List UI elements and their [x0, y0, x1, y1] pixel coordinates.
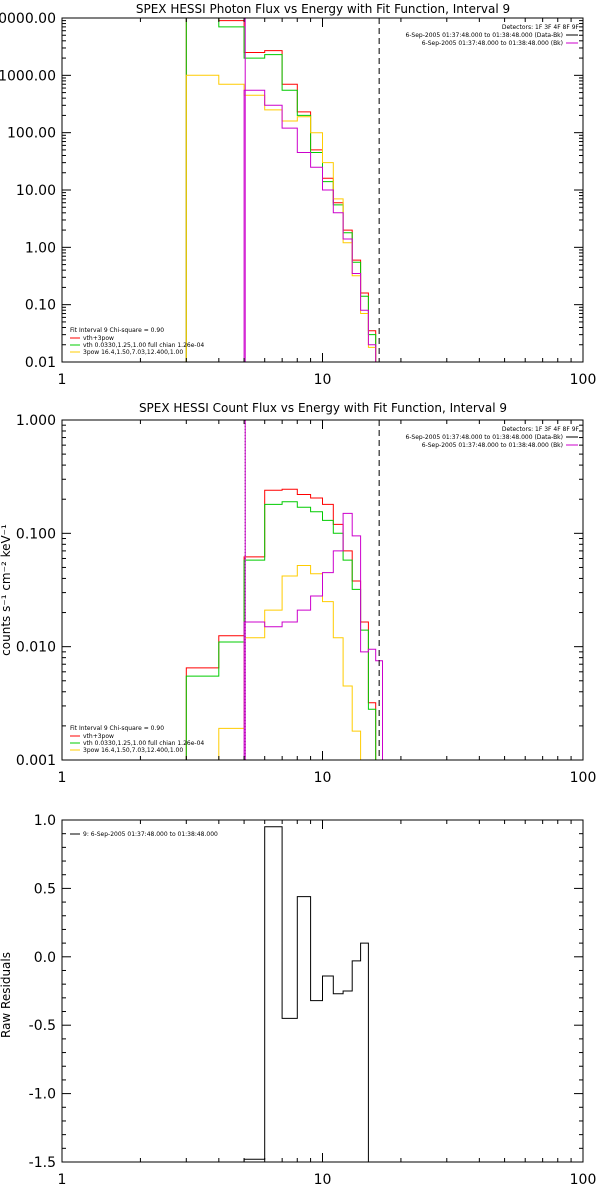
data-series-line — [185, 488, 377, 760]
y-tick-label: 0.100 — [16, 526, 56, 542]
residuals-panel: Raw Residuals 1 10 100 -1.5 -1.0 -0.5 0.0 0.5 1.… — [0, 813, 596, 1188]
info-text: Detectors: 1F 3F 4F 8F 9F — [502, 426, 580, 433]
x-tick-label: 10 — [314, 1172, 332, 1188]
photon-flux-panel: SPEX HESSI Photon Flux vs Energy with Fi… — [0, 2, 596, 388]
legend-title: Fit Interval 9 Chi-square = 0.90 — [70, 327, 164, 334]
plot-area — [185, 488, 389, 760]
y-tick-label: 0.10 — [25, 298, 56, 314]
y-tick-label: 1.0 — [34, 813, 56, 829]
y-tick-label: 0.010 — [16, 640, 56, 656]
plot-area — [243, 826, 369, 1162]
count-flux-panel: SPEX HESSI Count Flux vs Energy with Fit… — [0, 401, 596, 786]
x-tick-label: 1 — [58, 770, 67, 786]
panel-title: SPEX HESSI Photon Flux vs Energy with Fi… — [136, 2, 510, 16]
data-series-line — [185, 501, 377, 760]
y-tick-label: 1.000 — [16, 413, 56, 429]
info-text: 6-Sep-2005 01:37:48.000 to 01:38:48.000 … — [405, 434, 563, 441]
x-tick-label: 100 — [570, 372, 597, 388]
info-text: 6-Sep-2005 01:37:48.000 to 01:38:48.000 … — [422, 40, 563, 47]
data-series-line — [185, 74, 377, 362]
panel-title: SPEX HESSI Count Flux vs Energy with Fit… — [139, 401, 507, 415]
y-tick-label: 10.00 — [16, 183, 56, 199]
legend-entry: vth+3pow — [83, 733, 114, 740]
data-series-line — [243, 826, 369, 1162]
info-text: 6-Sep-2005 01:37:48.000 to 01:38:48.000 … — [405, 32, 563, 39]
y-tick-label: 0.001 — [16, 753, 56, 769]
data-series-line — [186, 565, 376, 760]
legend-entry: 3pow 16.4,1.50,7.03,12.400,1.00 — [83, 349, 183, 356]
y-tick-label: 0.0 — [34, 950, 56, 966]
legend-entry: 3pow 16.4,1.50,7.03,12.400,1.00 — [83, 747, 183, 754]
x-tick-label: 10 — [314, 372, 332, 388]
x-tick-label: 1 — [58, 372, 67, 388]
data-series-line — [243, 512, 389, 760]
y-axis-label: Raw Residuals — [0, 952, 13, 1038]
y-tick-label: 0000.00 — [0, 11, 56, 27]
legend-entry: vth 0.0330,1.25,1.00 full chian 1.26e-04 — [83, 740, 204, 747]
info-text: 6-Sep-2005 01:37:48.000 to 01:38:48.000 … — [422, 442, 563, 449]
legend-title: Fit Interval 9 Chi-square = 0.90 — [70, 725, 164, 732]
x-tick-label: 10 — [314, 770, 332, 786]
x-tick-label: 100 — [570, 770, 597, 786]
y-tick-label: 1000.00 — [0, 68, 56, 84]
data-series-line — [185, 18, 377, 362]
data-series-line — [185, 18, 377, 362]
legend-entry: vth+3pow — [83, 335, 114, 342]
y-tick-label: -1.0 — [29, 1087, 56, 1103]
info-text: Detectors: 1F 3F 4F 8F 9F — [502, 24, 580, 31]
x-tick-label: 1 — [58, 1172, 67, 1188]
y-tick-label: -1.5 — [29, 1155, 56, 1171]
y-tick-label: 0.01 — [25, 355, 56, 371]
legend-entry: 9: 6-Sep-2005 01:37:48.000 to 01:38:48.0… — [83, 831, 218, 838]
legend-entry: vth 0.0330,1.25,1.00 full chian 1.26e-04 — [83, 342, 204, 349]
plot-area — [185, 18, 377, 362]
y-tick-label: 100.00 — [7, 126, 56, 142]
y-tick-label: 0.5 — [34, 881, 56, 897]
y-tick-label: 1.00 — [25, 240, 56, 256]
x-tick-label: 100 — [570, 1172, 597, 1188]
y-axis-label: counts s⁻¹ cm⁻² keV⁻¹ — [0, 524, 13, 656]
data-series-line — [243, 89, 377, 362]
y-tick-label: -0.5 — [29, 1018, 56, 1034]
